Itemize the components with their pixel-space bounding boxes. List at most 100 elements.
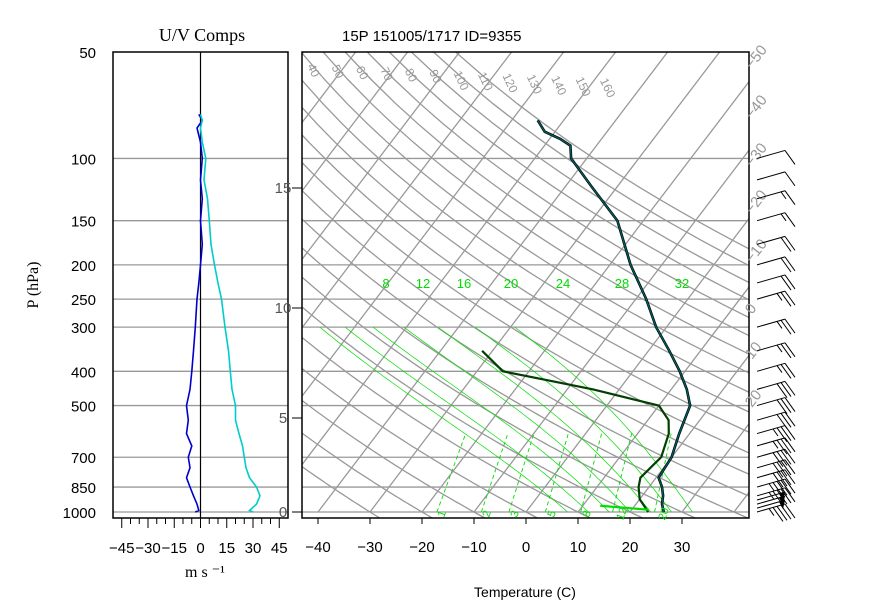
wind-barb-full [776, 461, 788, 477]
wind-barb [756, 380, 796, 398]
wind-barb-full [784, 190, 796, 206]
dry-adiabat [302, 276, 697, 518]
wind-barb [756, 256, 796, 273]
uv-title: U/V Comps [159, 25, 245, 45]
wind-barb-full [784, 318, 796, 334]
dry-adiabat [322, 52, 749, 355]
wind-barb [756, 171, 796, 187]
mixing-ratio-line [654, 433, 672, 513]
mixing-ratio-label: 1 [435, 509, 448, 519]
wind-barb-full [776, 481, 788, 496]
wind-barb-full [780, 237, 792, 252]
wind-barb-full [780, 479, 792, 495]
moist-adiabat [344, 326, 589, 513]
uv-xtick-label: −45 [109, 540, 134, 557]
wind-barb-full [784, 274, 796, 290]
moist-adiabat-label: 32 [675, 276, 689, 291]
isotherm-label: −50 [742, 42, 771, 73]
wind-barb-full [784, 448, 796, 464]
wind-barb-full [780, 413, 792, 428]
moist-adiabat [372, 326, 610, 513]
wind-barb-full [780, 257, 792, 273]
uv-xtick-label: −30 [135, 540, 160, 557]
wind-barb-staff [756, 503, 786, 513]
wind-barb-full [784, 150, 796, 165]
wind-barb-full [780, 398, 792, 413]
moist-adiabat-label: 24 [556, 276, 570, 291]
isotherm-label: −30 [742, 140, 771, 171]
temp-xtick-label: −40 [305, 539, 330, 556]
uv-xtick-label: 30 [245, 540, 262, 557]
wind-barb [756, 448, 796, 467]
wind-barb [756, 362, 796, 379]
wind-barb-full [780, 382, 792, 397]
wind-barb [756, 487, 796, 506]
wind-barb-full [776, 399, 788, 415]
dry-adiabat [344, 52, 749, 337]
isotherm [302, 52, 565, 398]
wind-barb-staff [756, 487, 786, 497]
v-component-line [199, 114, 261, 513]
isotherm [733, 491, 749, 513]
wind-barb-staff [756, 256, 786, 266]
wind-barb-staff [756, 149, 786, 159]
dry-adiabat-label: 70 [377, 65, 395, 83]
wind-barb-full [772, 507, 784, 522]
mixing-ratio-label: 12 [614, 506, 629, 522]
wind-barb-full [780, 426, 792, 441]
wind-barb-staff [756, 469, 786, 479]
uv-xtick-label: 15 [218, 540, 235, 557]
dry-adiabat [433, 52, 749, 267]
wind-barb-full [784, 437, 796, 453]
wind-barb-full [780, 438, 792, 454]
isotherm [302, 52, 409, 193]
wind-barb-half [776, 365, 783, 373]
isotherm [302, 52, 461, 261]
uv-components-panel: U/V Comps 501001502002503004005007008501… [25, 25, 289, 581]
temp-xtick-label: −10 [461, 539, 486, 556]
moist-adiabat [437, 326, 652, 513]
dry-adiabat [302, 161, 749, 454]
wind-barb [756, 274, 796, 291]
dry-adiabat [366, 52, 749, 319]
wind-barb-full [780, 460, 792, 476]
wind-barb-full [784, 487, 796, 503]
wind-barb-full [784, 236, 796, 251]
wind-barb-full [772, 472, 784, 488]
wind-barb-full [784, 212, 796, 227]
wind-barb-staff [756, 274, 786, 284]
isotherm [681, 422, 749, 513]
isotherm-label: −20 [742, 187, 771, 218]
wind-barb-half [776, 293, 783, 301]
wind-barb-staff [756, 212, 786, 222]
isotherm [302, 52, 357, 124]
wind-barb-staff [756, 425, 786, 435]
wind-barb-full [772, 482, 784, 497]
dry-adiabat [302, 133, 749, 433]
mixing-ratio-line [508, 433, 535, 513]
isotherm [317, 52, 669, 513]
height-km-label: 10 [275, 300, 292, 317]
wind-barb-full [784, 256, 796, 272]
wind-barb-full [776, 427, 788, 443]
mixing-ratio-label: 20 [656, 506, 671, 522]
wind-barb-staff [756, 411, 786, 421]
wind-barb-full [784, 469, 796, 485]
isotherm [302, 52, 513, 329]
dry-adiabat [302, 218, 749, 497]
mixing-ratio-line [580, 433, 603, 513]
wind-barb-full [780, 275, 792, 291]
wind-barb-full [784, 411, 796, 427]
wind-barb [756, 425, 796, 443]
moist-adiabat-label: 28 [615, 276, 629, 291]
dry-adiabat-label: 160 [597, 76, 618, 100]
moist-adiabat-label: 20 [504, 276, 518, 291]
temp-xtick-label: −20 [409, 539, 434, 556]
wind-barb [756, 459, 796, 478]
temp-xtick-label: −30 [357, 539, 382, 556]
temp-xtick-label: 20 [622, 539, 639, 556]
parcel-segment [600, 504, 649, 511]
wind-barb-half [772, 440, 779, 449]
dry-adiabat [302, 106, 749, 413]
height-km-label: 0 [279, 504, 287, 521]
